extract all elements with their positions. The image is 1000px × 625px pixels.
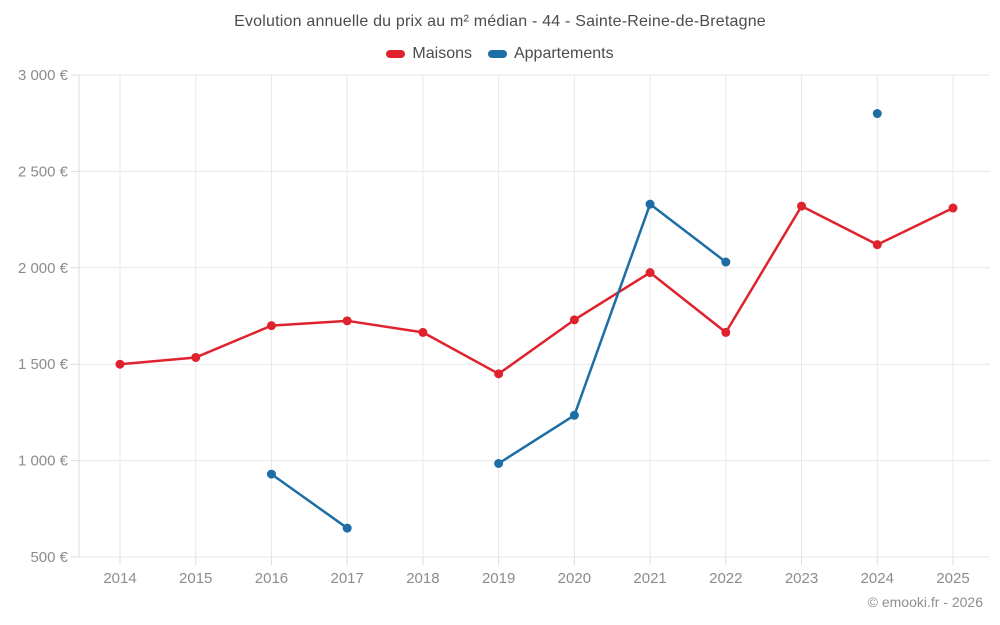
- maisons-line: [118, 204, 955, 376]
- x-tick-label: 2022: [709, 570, 742, 587]
- maisons-point-2017[interactable]: [342, 316, 352, 326]
- appartements-line: [270, 472, 349, 530]
- x-tick-label: 2017: [330, 570, 363, 587]
- maisons-swatch-icon: [386, 50, 406, 58]
- maisons-point-2022[interactable]: [721, 327, 731, 337]
- maisons-point-2021[interactable]: [645, 268, 655, 278]
- x-tick-label: 2019: [482, 570, 515, 587]
- y-tick-label: 2 500 €: [18, 163, 69, 180]
- y-tick-label: 1 500 €: [18, 356, 69, 373]
- maisons-point-2025[interactable]: [948, 203, 958, 213]
- y-tick-label: 500 €: [30, 549, 68, 566]
- x-tick-label: 2021: [633, 570, 666, 587]
- appartements-point-2022[interactable]: [721, 257, 731, 267]
- appartements-point-2024[interactable]: [872, 109, 882, 119]
- maisons-point-2014[interactable]: [115, 359, 125, 369]
- legend-item-maisons[interactable]: Maisons: [386, 45, 472, 63]
- legend-item-appartements[interactable]: Appartements: [487, 45, 614, 63]
- legend-label-appartements: Appartements: [513, 45, 614, 62]
- maisons-point-2024[interactable]: [872, 240, 882, 250]
- copyright-text: © emooki.fr - 2026: [867, 594, 983, 610]
- appartements-point-2019[interactable]: [494, 458, 504, 468]
- y-tick-label: 2 000 €: [18, 260, 69, 277]
- y-tick-label: 1 000 €: [18, 453, 69, 470]
- chart-title: Evolution annuelle du prix au m² médian …: [234, 13, 766, 30]
- maisons-point-2019[interactable]: [494, 369, 504, 379]
- legend-label-maisons: Maisons: [412, 45, 472, 62]
- appartements-point-2020[interactable]: [569, 410, 579, 420]
- appartements-point-2016[interactable]: [266, 469, 276, 479]
- maisons-point-2023[interactable]: [797, 201, 807, 211]
- appartements-point-2021[interactable]: [645, 199, 655, 209]
- x-tick-label: 2020: [558, 570, 591, 587]
- maisons-point-2016[interactable]: [266, 321, 276, 331]
- x-tick-label: 2023: [785, 570, 818, 587]
- maisons-point-2020[interactable]: [569, 315, 579, 325]
- appartements-swatch-icon: [487, 50, 507, 58]
- appartements-point-2017[interactable]: [342, 523, 352, 533]
- y-tick-label: 3 000 €: [18, 67, 69, 84]
- x-tick-label: 2014: [103, 570, 136, 587]
- x-tick-label: 2016: [255, 570, 288, 587]
- x-tick-label: 2025: [936, 570, 969, 587]
- maisons-point-2015[interactable]: [191, 352, 201, 362]
- legend: Maisons Appartements: [0, 45, 1000, 63]
- appartements-line: [497, 202, 728, 465]
- x-tick-label: 2015: [179, 570, 212, 587]
- x-tick-label: 2024: [861, 570, 894, 587]
- maisons-point-2018[interactable]: [418, 327, 428, 337]
- x-tick-label: 2018: [406, 570, 439, 587]
